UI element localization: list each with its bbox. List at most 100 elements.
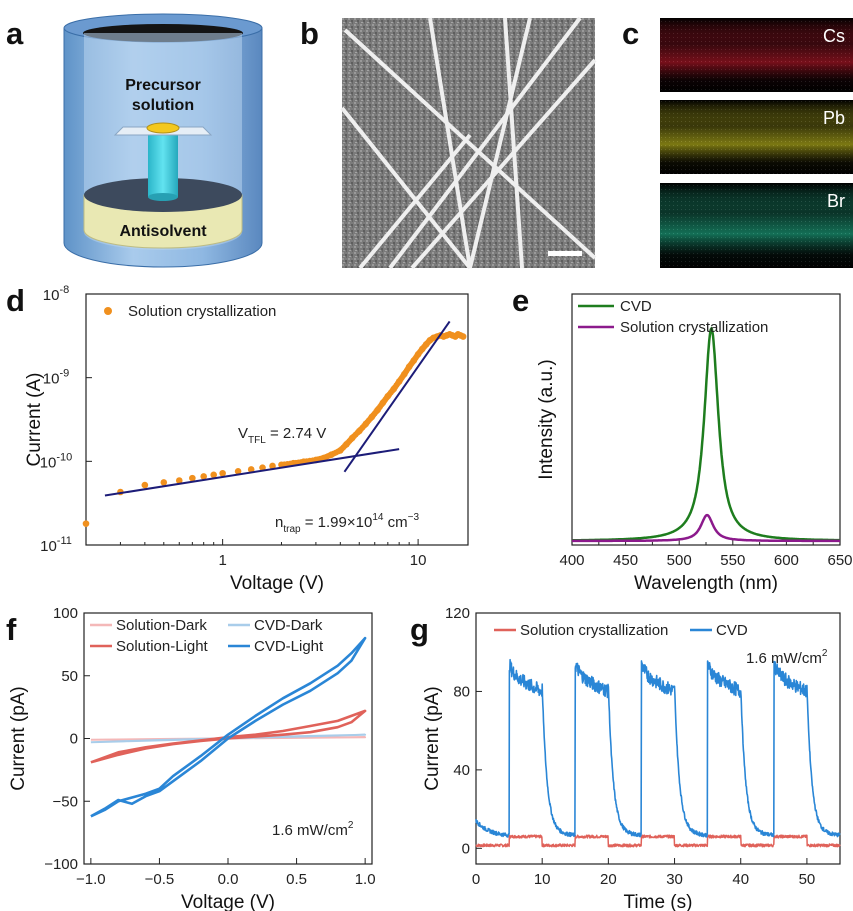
antisolvent-label: Antisolvent bbox=[119, 223, 207, 240]
ytick-g-1: 40 bbox=[453, 762, 470, 779]
panel-letter-b: b bbox=[300, 16, 319, 51]
chart-d: 1 10 10-11 10-10 10-9 10-8 Voltage (V) Current … bbox=[24, 284, 469, 594]
data-point-d bbox=[234, 468, 242, 475]
chart-e: 400 450 500 550 600 650 Wavelength (nm) Intensi… bbox=[536, 293, 853, 594]
xtick-g-2: 20 bbox=[600, 871, 617, 888]
vtfl-annotation: VTFL = 2.74 V bbox=[238, 425, 326, 446]
panel-letter-e: e bbox=[512, 283, 529, 318]
xtick-d-1: 10 bbox=[410, 552, 427, 569]
legend-label-g-0: Solution crystallization bbox=[520, 622, 668, 639]
xtick-f-2: 0.0 bbox=[218, 871, 239, 888]
ytick-g-0: 0 bbox=[462, 840, 470, 857]
ytick-d-2: 10-9 bbox=[43, 368, 69, 388]
xtick-e-5: 650 bbox=[827, 552, 852, 569]
eds-maps: Cs Pb Br bbox=[660, 18, 853, 268]
ytick-f-1: −50 bbox=[53, 793, 78, 810]
eds-map-cs: Cs bbox=[660, 18, 853, 92]
data-point-d bbox=[82, 520, 90, 527]
eds-map-pb: Pb bbox=[660, 100, 853, 174]
sem-image bbox=[340, 16, 597, 270]
data-point-d bbox=[219, 469, 226, 477]
xtick-g-1: 10 bbox=[534, 871, 551, 888]
ytick-g-3: 120 bbox=[445, 605, 470, 622]
data-point-d bbox=[210, 471, 217, 479]
eds-label-cs: Cs bbox=[823, 26, 845, 46]
ytick-f-0: −100 bbox=[44, 856, 78, 873]
legend-label-d: Solution crystallization bbox=[128, 303, 276, 320]
ntrap-annotation: ntrap = 1.99×1014 cm−3 bbox=[275, 512, 419, 535]
series-line-e-0 bbox=[572, 326, 840, 542]
ytick-f-3: 50 bbox=[61, 668, 78, 685]
intensity-annotation-f: 1.6 mW/cm2 bbox=[272, 820, 354, 839]
data-point-d bbox=[141, 481, 149, 489]
xtick-e-0: 400 bbox=[559, 552, 584, 569]
fit-line-d-0 bbox=[104, 448, 400, 497]
eds-map-br: Br bbox=[660, 183, 853, 268]
panel-letter-d: d bbox=[6, 283, 25, 318]
panel-e: e 400 450 500 550 600 650 Wavelength (nm) Inten… bbox=[512, 283, 853, 594]
fit-line-d-1 bbox=[343, 320, 451, 473]
panel-letter-a: a bbox=[6, 16, 24, 51]
legend-label-g-1: CVD bbox=[716, 622, 748, 639]
eds-label-br: Br bbox=[827, 191, 845, 211]
plot-frame-d bbox=[85, 293, 469, 546]
panel-letter-f: f bbox=[6, 612, 17, 647]
series-line-e-1 bbox=[572, 513, 840, 543]
plot-frame-g bbox=[475, 612, 841, 865]
panel-b: b bbox=[300, 16, 597, 270]
ylabel-f: Current (pA) bbox=[8, 686, 29, 791]
xtick-d-0: 1 bbox=[218, 552, 226, 569]
xtick-g-4: 40 bbox=[732, 871, 749, 888]
panel-letter-c: c bbox=[622, 16, 639, 51]
data-point-d bbox=[459, 333, 466, 340]
eds-label-pb: Pb bbox=[823, 108, 845, 128]
legend-label-f-1: CVD-Dark bbox=[254, 617, 323, 634]
xtick-g-5: 50 bbox=[799, 871, 816, 888]
xtick-g-3: 30 bbox=[666, 871, 683, 888]
panel-c: c Cs Pb Br bbox=[622, 16, 853, 268]
xtick-e-2: 500 bbox=[667, 552, 692, 569]
legend-label-e-1: Solution crystallization bbox=[620, 319, 768, 336]
data-point-d bbox=[200, 473, 207, 480]
xtick-g-0: 0 bbox=[472, 871, 480, 888]
xtick-e-4: 600 bbox=[774, 552, 799, 569]
data-point-d bbox=[160, 479, 168, 486]
xlabel-g: Time (s) bbox=[624, 892, 693, 911]
intensity-annotation-g: 1.6 mW/cm2 bbox=[746, 648, 828, 667]
xtick-e-3: 550 bbox=[720, 552, 745, 569]
data-point-d bbox=[189, 474, 196, 482]
series-line-f-2 bbox=[90, 709, 367, 764]
ytick-f-4: 100 bbox=[53, 605, 78, 622]
ytick-d-3: 10-8 bbox=[43, 284, 69, 304]
ytick-d-1: 10-10 bbox=[40, 451, 73, 471]
xlabel-d: Voltage (V) bbox=[230, 573, 324, 594]
xlabel-f: Voltage (V) bbox=[181, 892, 275, 911]
xtick-f-0: −1.0 bbox=[76, 871, 106, 888]
ytick-d-0: 10-11 bbox=[40, 535, 72, 555]
data-point-d bbox=[175, 477, 183, 484]
legend-label-f-0: Solution-Dark bbox=[116, 617, 207, 634]
chart-g: 0 10 20 30 40 50 0 40 80 120 Time (s) Current (pA) S… bbox=[422, 605, 841, 911]
data-point-d bbox=[259, 464, 266, 471]
legend-marker-d bbox=[104, 307, 112, 315]
legend-label-e-0: CVD bbox=[620, 298, 652, 315]
panel-d: d 1 10 10-11 10-10 10-9 10-8 Voltage (V) Curren… bbox=[6, 283, 469, 594]
chart-f: −1.0 −0.5 0.0 0.5 1.0 −100 −50 0 50 100 Voltage (V… bbox=[8, 605, 376, 911]
data-point-d bbox=[247, 466, 255, 473]
xtick-f-1: −0.5 bbox=[145, 871, 175, 888]
ylabel-e: Intensity (a.u.) bbox=[536, 359, 557, 479]
precursor-label-2: solution bbox=[132, 97, 194, 114]
ylabel-d: Current (A) bbox=[24, 373, 45, 467]
series-line-f-3 bbox=[90, 636, 367, 818]
series-line-g-1 bbox=[475, 658, 841, 838]
panel-f: f −1.0 −0.5 0.0 0.5 1.0 −100 −50 0 50 100 Voltage … bbox=[6, 605, 376, 911]
panel-a: a Precursor solution Antisolvent bbox=[6, 13, 263, 268]
xtick-e-1: 450 bbox=[613, 552, 638, 569]
ylabel-g: Current (pA) bbox=[422, 686, 443, 791]
data-point-d bbox=[269, 462, 276, 470]
panel-letter-g: g bbox=[410, 612, 429, 647]
xlabel-e: Wavelength (nm) bbox=[634, 573, 778, 594]
ytick-f-2: 0 bbox=[70, 731, 78, 748]
cylinder-illustration: Precursor solution Antisolvent bbox=[63, 13, 263, 268]
